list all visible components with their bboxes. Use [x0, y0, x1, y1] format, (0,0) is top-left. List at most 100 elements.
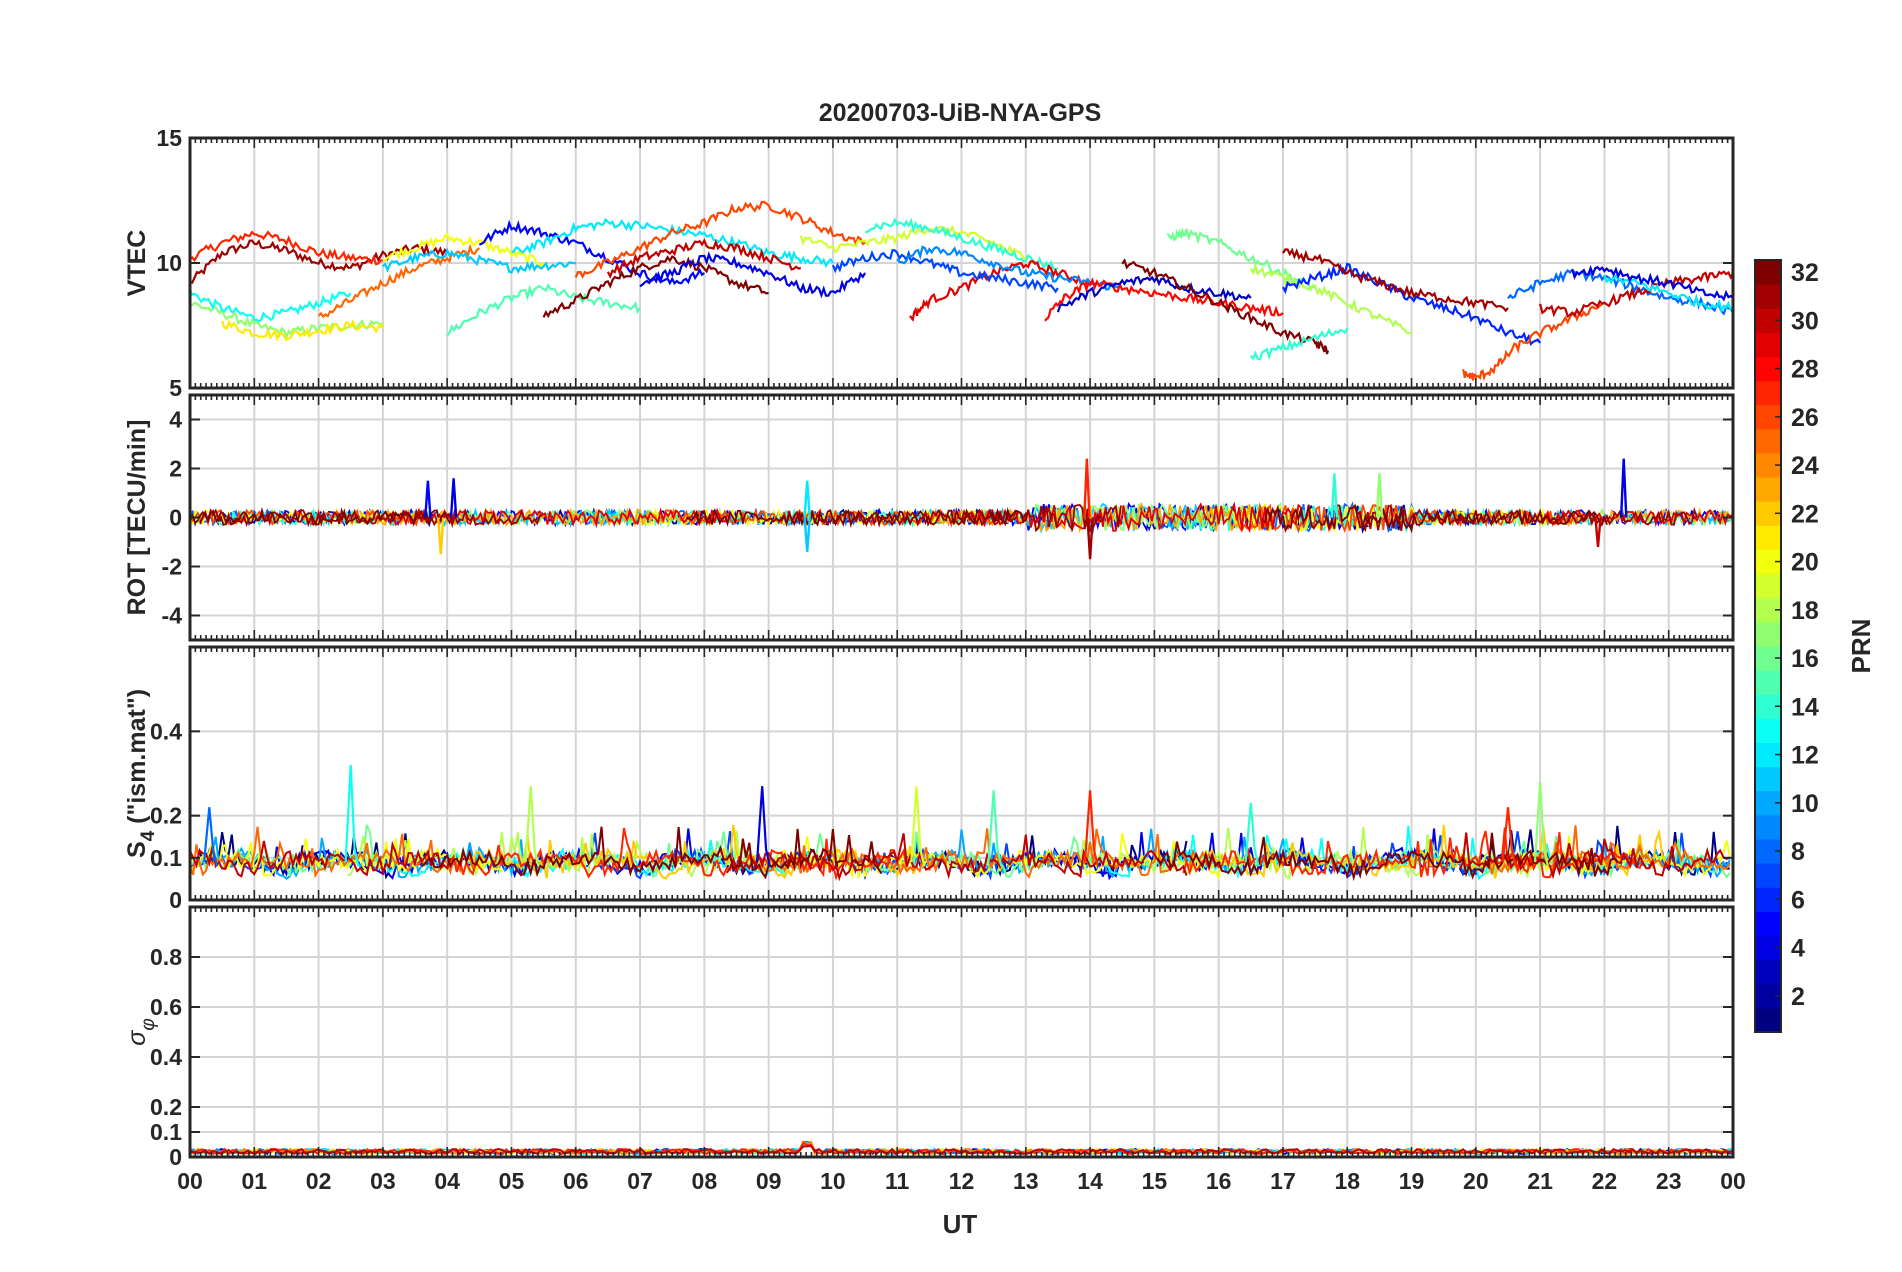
series-line-prn-12 — [511, 217, 834, 268]
series-line-prn-9 — [896, 245, 1123, 291]
grid — [190, 907, 1733, 1157]
colorbar-cell — [1755, 959, 1781, 985]
x-ticks — [189, 395, 1734, 640]
colorbar-cell — [1755, 621, 1781, 647]
peak — [1501, 807, 1517, 867]
y-tick-label: 0.2 — [150, 1094, 182, 1120]
x-tick-label: 12 — [949, 1168, 975, 1194]
series-line-prn-6 — [1282, 262, 1542, 346]
peak — [1533, 781, 1549, 867]
x-tick-label: 08 — [692, 1168, 718, 1194]
spike — [424, 480, 432, 518]
x-ticks — [189, 647, 1734, 900]
colorbar-tick-label: 28 — [1791, 356, 1819, 384]
colorbar-tick-label: 8 — [1791, 838, 1805, 866]
colorbar-tick-label: 12 — [1791, 742, 1819, 770]
y-tick-label: 0.2 — [150, 803, 182, 829]
series-line-prn-29 — [909, 259, 1091, 322]
series-line-prn-32 — [1121, 258, 1330, 355]
peak — [755, 786, 771, 867]
y-tick-label: 10 — [156, 250, 182, 276]
x-tick-label: 22 — [1592, 1168, 1618, 1194]
series-line-prn-28 — [1044, 277, 1284, 322]
series-line-prn-32 — [1156, 832, 1618, 882]
series-line-prn-27 — [446, 827, 908, 881]
spike — [1330, 473, 1339, 518]
y-tick-label: 0.4 — [150, 718, 182, 744]
x-tick-label: 03 — [370, 1168, 396, 1194]
colorbar-tick-label: 4 — [1791, 935, 1805, 963]
series-line-prn-30 — [606, 238, 802, 279]
y-tick-label: 0.8 — [150, 944, 182, 970]
colorbar-tick-label: 16 — [1791, 645, 1819, 673]
series-line-prn-5 — [478, 219, 705, 286]
spike — [1375, 473, 1384, 518]
series-line-prn-11 — [382, 247, 576, 274]
x-tick-label: 19 — [1399, 1168, 1425, 1194]
colorbar-cell — [1755, 718, 1781, 743]
series-group — [190, 200, 1733, 382]
y-tick-label: 4 — [169, 407, 182, 433]
series-line-prn-18 — [1249, 262, 1412, 335]
y-axis-label: VTEC — [123, 230, 151, 297]
x-tick-label: 15 — [1142, 1168, 1168, 1194]
series-line-prn-27 — [190, 230, 383, 266]
series-line-prn-32 — [542, 255, 769, 319]
spike — [1619, 458, 1628, 518]
y-tick-label: 0 — [169, 1144, 182, 1170]
y-axis-label: ROT [TECU/min] — [123, 420, 151, 616]
series-line-prn-5 — [857, 501, 1202, 535]
x-ticks — [189, 907, 1734, 1157]
y-axis-label: σφ — [123, 1018, 159, 1045]
x-axis-label: UT — [943, 1209, 978, 1239]
peak — [1244, 802, 1260, 867]
series-line-prn-21 — [221, 318, 384, 343]
series-line-prn-31 — [1282, 247, 1509, 313]
colorbar-cell — [1755, 573, 1781, 599]
series-line-prn-30 — [190, 840, 452, 878]
colorbar-tick-label: 10 — [1791, 790, 1819, 818]
x-tick-label: 16 — [1206, 1168, 1232, 1194]
colorbar-tick-label: 32 — [1791, 259, 1819, 287]
y-tick-label: 0 — [169, 505, 182, 531]
y-tick-label: 0.4 — [150, 1044, 182, 1070]
series-line-prn-26 — [190, 508, 428, 527]
colorbar-frame — [1754, 259, 1782, 1033]
y-tick-label: -4 — [162, 603, 183, 629]
y-tick-label: -2 — [162, 554, 182, 580]
spike — [1086, 517, 1094, 560]
series-line-prn-25 — [1484, 825, 1731, 875]
peak — [910, 786, 926, 867]
colorbar-cell — [1755, 284, 1781, 309]
colorbar-cell — [1755, 863, 1781, 888]
panel-sigma-phi: 00.10.2 0.4 0.6 0.8 σφ — [123, 905, 1735, 1170]
panel-rot: -4 -2 0 2 4 ROT [TECU/min] — [123, 393, 1735, 642]
colorbar-cell — [1755, 814, 1781, 840]
colorbar-cell — [1755, 380, 1781, 406]
x-tick-label: 18 — [1334, 1168, 1360, 1194]
colorbar-tick-label: 24 — [1791, 452, 1819, 480]
y-tick-label: 2 — [169, 456, 182, 482]
colorbar-cell — [1755, 332, 1781, 357]
panel-s4: 0 0.1 0.2 0.4S4 ("ism.mat") — [123, 645, 1735, 913]
series-line-prn-4 — [1571, 264, 1733, 302]
colorbar-cell — [1755, 477, 1781, 502]
colorbar-tick-label: 30 — [1791, 307, 1819, 335]
y-tick-label: 0 — [169, 887, 182, 913]
colorbar-cell — [1755, 525, 1781, 550]
spike — [803, 480, 811, 518]
series-line-prn-4 — [639, 251, 867, 299]
colorbar-tick-label: 22 — [1791, 500, 1819, 528]
y-tick-label: 5 — [169, 375, 182, 401]
series-line-prn-22 — [1204, 824, 1670, 879]
x-tick-label: 07 — [627, 1168, 653, 1194]
series-line-prn-22 — [471, 824, 934, 880]
x-tick-label: 10 — [820, 1168, 846, 1194]
peak — [203, 807, 219, 867]
spike — [449, 478, 458, 518]
series-group — [190, 458, 1733, 560]
x-tick-label: 04 — [434, 1168, 460, 1194]
x-tick-label: 13 — [1013, 1168, 1039, 1194]
series-line-prn-30 — [1539, 270, 1733, 319]
series-line-prn-31 — [190, 239, 449, 285]
